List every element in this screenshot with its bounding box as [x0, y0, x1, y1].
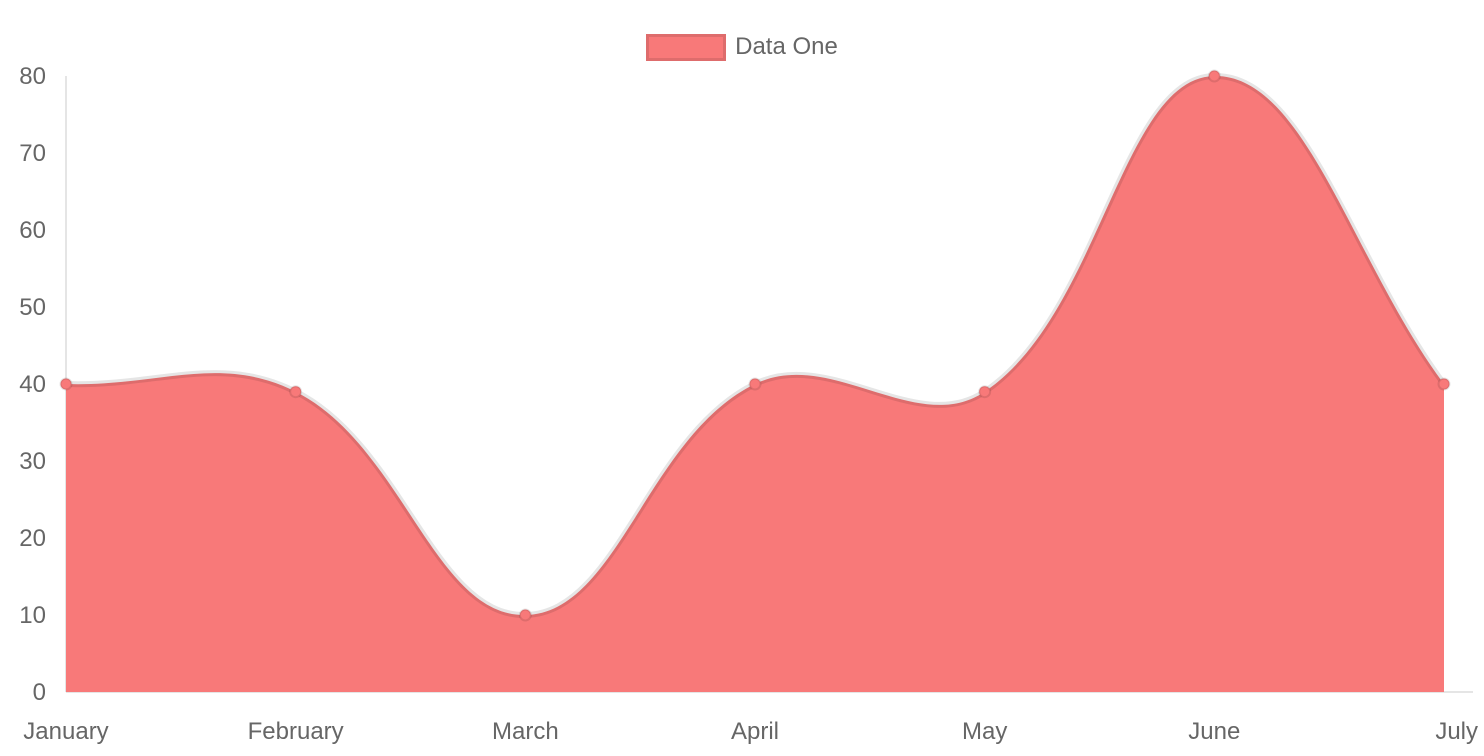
data-point[interactable]	[518, 608, 532, 622]
line-stroke	[65, 72, 1447, 619]
data-point[interactable]	[59, 377, 73, 391]
y-tick-label: 60	[19, 217, 46, 244]
y-tick-label: 50	[19, 294, 46, 321]
x-axis-labels: January February March April May June July	[23, 718, 1478, 745]
x-tick-label: January	[23, 718, 108, 745]
y-tick-label: 40	[19, 371, 46, 398]
data-point[interactable]	[1207, 69, 1221, 83]
x-tick-label: March	[492, 718, 559, 745]
chart-legend-item[interactable]: Data One	[0, 33, 1484, 61]
legend-label: Data One	[735, 33, 838, 60]
y-tick-label: 80	[19, 63, 46, 90]
area-fill	[66, 75, 1444, 693]
data-points	[59, 69, 1451, 622]
x-tick-label: May	[962, 718, 1007, 745]
x-tick-label: June	[1188, 718, 1240, 745]
y-tick-label: 10	[19, 602, 46, 629]
x-tick-label: April	[731, 718, 779, 745]
data-point[interactable]	[289, 385, 303, 399]
y-tick-label: 70	[19, 140, 46, 167]
x-tick-label: July	[1435, 718, 1478, 745]
data-point[interactable]	[978, 385, 992, 399]
y-tick-label: 30	[19, 448, 46, 475]
y-axis-labels: 0 10 20 30 40 50 60 70 80	[19, 63, 46, 706]
data-point[interactable]	[1437, 377, 1451, 391]
x-tick-label: February	[248, 718, 344, 745]
y-tick-label: 0	[33, 679, 46, 706]
legend-swatch	[646, 33, 727, 61]
y-tick-label: 20	[19, 525, 46, 552]
data-point[interactable]	[748, 377, 762, 391]
